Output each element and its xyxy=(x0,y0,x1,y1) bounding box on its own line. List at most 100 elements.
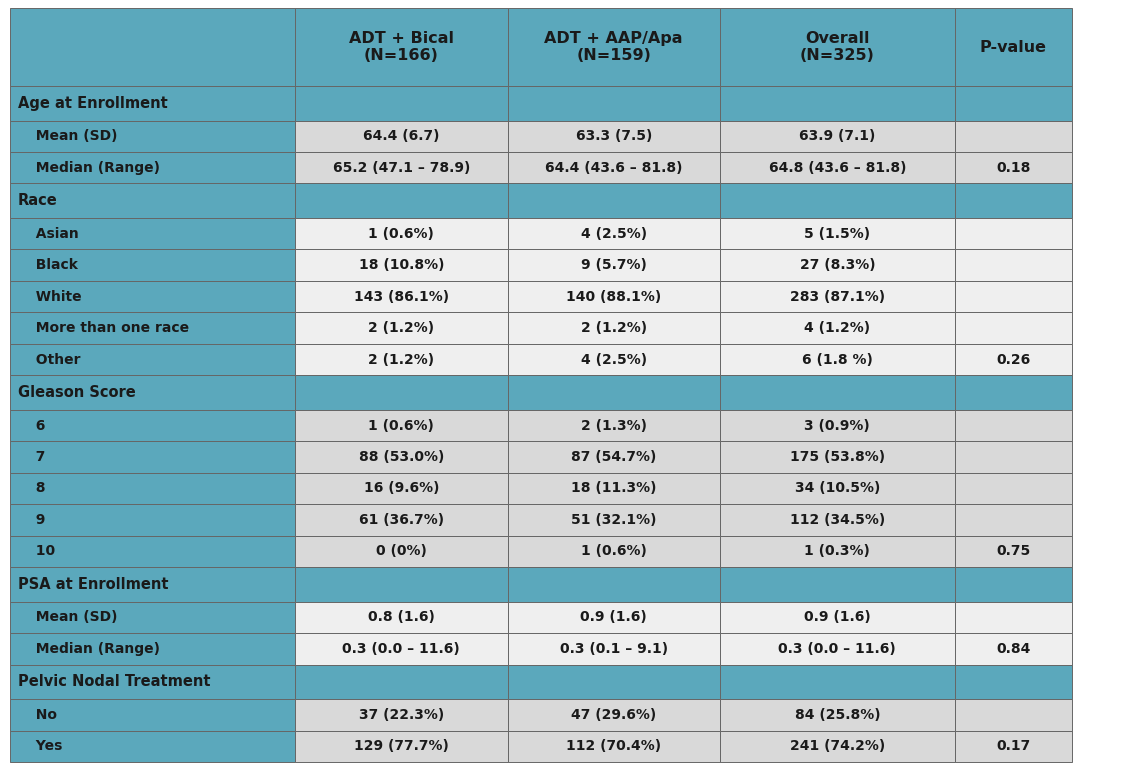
Bar xyxy=(955,249,1072,281)
Bar xyxy=(508,8,720,86)
Bar xyxy=(10,375,295,410)
Bar xyxy=(295,504,508,536)
Bar xyxy=(955,473,1072,504)
Bar xyxy=(10,504,295,536)
Text: 0.8 (1.6): 0.8 (1.6) xyxy=(368,611,435,624)
Bar xyxy=(508,633,720,665)
Bar xyxy=(720,8,955,86)
Bar xyxy=(295,281,508,313)
Bar xyxy=(295,344,508,375)
Bar xyxy=(720,121,955,152)
Text: 0.26: 0.26 xyxy=(996,353,1031,367)
Text: 1 (0.6%): 1 (0.6%) xyxy=(369,227,435,241)
Text: Gleason Score: Gleason Score xyxy=(18,385,135,400)
Bar xyxy=(508,473,720,504)
Bar xyxy=(720,410,955,441)
Bar xyxy=(955,699,1072,731)
Bar xyxy=(955,665,1072,699)
Bar xyxy=(295,375,508,410)
Text: 0.17: 0.17 xyxy=(996,739,1031,753)
Text: 64.4 (6.7): 64.4 (6.7) xyxy=(363,129,439,143)
Bar xyxy=(10,441,295,473)
Bar xyxy=(720,375,955,410)
Bar xyxy=(295,8,508,86)
Bar xyxy=(508,699,720,731)
Text: More than one race: More than one race xyxy=(26,321,189,335)
Text: 2 (1.2%): 2 (1.2%) xyxy=(369,353,435,367)
Bar xyxy=(720,313,955,344)
Text: 9 (5.7%): 9 (5.7%) xyxy=(580,258,646,273)
Bar xyxy=(10,699,295,731)
Text: 143 (86.1%): 143 (86.1%) xyxy=(354,290,448,303)
Bar xyxy=(955,313,1072,344)
Bar xyxy=(955,536,1072,567)
Text: P-value: P-value xyxy=(980,39,1047,55)
Bar xyxy=(508,375,720,410)
Text: Mean (SD): Mean (SD) xyxy=(26,129,117,143)
Text: 129 (77.7%): 129 (77.7%) xyxy=(354,739,448,753)
Text: 6 (1.8 %): 6 (1.8 %) xyxy=(802,353,873,367)
Bar xyxy=(10,536,295,567)
Text: 34 (10.5%): 34 (10.5%) xyxy=(794,481,880,495)
Bar xyxy=(508,665,720,699)
Bar xyxy=(10,731,295,762)
Bar xyxy=(955,8,1072,86)
Text: 0.3 (0.0 – 11.6): 0.3 (0.0 – 11.6) xyxy=(778,642,897,656)
Bar xyxy=(10,183,295,218)
Bar xyxy=(955,410,1072,441)
Text: 0.3 (0.1 – 9.1): 0.3 (0.1 – 9.1) xyxy=(560,642,668,656)
Bar xyxy=(955,183,1072,218)
Bar xyxy=(955,633,1072,665)
Text: Mean (SD): Mean (SD) xyxy=(26,611,117,624)
Bar xyxy=(10,567,295,601)
Text: 9: 9 xyxy=(26,513,46,527)
Text: 84 (25.8%): 84 (25.8%) xyxy=(794,708,880,721)
Text: White: White xyxy=(26,290,82,303)
Bar xyxy=(295,567,508,601)
Bar xyxy=(10,344,295,375)
Text: Yes: Yes xyxy=(26,739,63,753)
Text: 1 (0.6%): 1 (0.6%) xyxy=(580,544,646,558)
Text: 64.4 (43.6 – 81.8): 64.4 (43.6 – 81.8) xyxy=(545,161,683,175)
Bar xyxy=(508,281,720,313)
Bar xyxy=(955,601,1072,633)
Text: 87 (54.7%): 87 (54.7%) xyxy=(571,450,657,464)
Text: 37 (22.3%): 37 (22.3%) xyxy=(358,708,444,721)
Text: Age at Enrollment: Age at Enrollment xyxy=(18,95,167,111)
Text: 47 (29.6%): 47 (29.6%) xyxy=(571,708,657,721)
Text: 0.84: 0.84 xyxy=(996,642,1031,656)
Text: 65.2 (47.1 – 78.9): 65.2 (47.1 – 78.9) xyxy=(332,161,470,175)
Bar xyxy=(955,567,1072,601)
Text: 241 (74.2%): 241 (74.2%) xyxy=(790,739,885,753)
Text: 5 (1.5%): 5 (1.5%) xyxy=(805,227,871,241)
Bar xyxy=(10,249,295,281)
Bar xyxy=(10,121,295,152)
Text: 0.3 (0.0 – 11.6): 0.3 (0.0 – 11.6) xyxy=(343,642,460,656)
Text: 2 (1.2%): 2 (1.2%) xyxy=(369,321,435,335)
Text: 0.18: 0.18 xyxy=(996,161,1031,175)
Bar xyxy=(508,344,720,375)
Text: Median (Range): Median (Range) xyxy=(26,642,160,656)
Bar xyxy=(508,731,720,762)
Text: 88 (53.0%): 88 (53.0%) xyxy=(358,450,444,464)
Bar xyxy=(508,567,720,601)
Text: ADT + Bical
(N=166): ADT + Bical (N=166) xyxy=(349,31,454,63)
Text: 27 (8.3%): 27 (8.3%) xyxy=(800,258,875,273)
Bar xyxy=(10,665,295,699)
Bar xyxy=(295,441,508,473)
Text: 1 (0.3%): 1 (0.3%) xyxy=(805,544,871,558)
Text: 0.9 (1.6): 0.9 (1.6) xyxy=(803,611,871,624)
Bar xyxy=(295,601,508,633)
Bar xyxy=(295,699,508,731)
Bar xyxy=(955,218,1072,249)
Bar xyxy=(720,567,955,601)
Bar xyxy=(10,473,295,504)
Bar xyxy=(720,344,955,375)
Bar xyxy=(295,633,508,665)
Bar xyxy=(720,601,955,633)
Bar xyxy=(10,86,295,121)
Bar xyxy=(720,152,955,183)
Bar xyxy=(10,601,295,633)
Bar xyxy=(720,699,955,731)
Bar xyxy=(295,152,508,183)
